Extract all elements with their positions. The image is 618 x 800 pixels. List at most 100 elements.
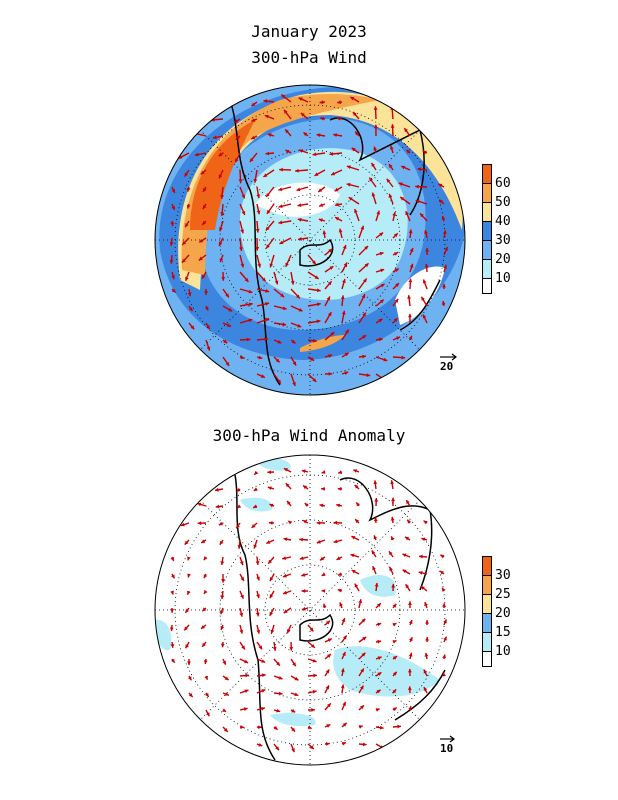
wind-vector-arrowhead [326,296,331,301]
wind-vector-arrowhead [267,133,272,137]
wind-vector-arrowhead [328,248,333,253]
wind-vector-arrowhead [335,217,340,221]
wind-vector-arrowhead [327,281,332,286]
wind-vector-arrowhead [316,319,321,324]
colorbar-tick-label: 10 [495,644,511,659]
wind-vector-arrowhead [369,177,373,182]
wind-vector-arrowhead [442,603,446,607]
wind-vector-arrowhead [267,470,271,475]
wind-vector-arrowhead [224,676,229,681]
wind-vector-arrowhead [202,187,207,192]
wind-vector-arrowhead [171,275,175,280]
wind-vector-arrowhead [441,301,446,305]
wind-vector-arrowhead [415,199,420,204]
wind-vector-arrowhead [341,618,346,623]
wind-vector-arrowhead [321,470,326,474]
wind-vector-arrowhead [388,551,393,556]
wind-vector-arrowhead [442,230,447,235]
wind-vector-arrowhead [301,469,306,474]
wind-vector-arrowhead [188,693,193,698]
wind-vector-arrowhead [278,220,283,225]
wind-vector-arrowhead [400,197,405,201]
wind-vector-arrowhead [319,203,324,207]
wind-vector-arrowhead [405,211,409,216]
wind-vector-arrowhead [290,280,295,285]
wind-vector-arrowhead [289,647,294,651]
wind-vector-arrowhead [346,182,351,187]
wind-vector-arrowhead [292,361,297,366]
wind-vector-arrowhead [397,724,401,729]
wind-vector-arrowhead [326,654,331,658]
wind-vector-arrowhead [394,298,399,303]
wind-vector-arrowhead [281,94,286,99]
wind-vector-arrowhead [393,252,398,256]
wind-vector-arrowhead [266,244,270,249]
wind-vector-arrowhead [181,258,186,263]
wind-vector-arrowhead [203,589,208,594]
wind-vector-arrowhead [373,535,378,540]
wind-vector-arrowhead [314,275,319,279]
wind-vector-arrowhead [171,189,176,193]
wind-vector-arrowhead [408,601,412,605]
wind-vector-arrowhead [220,195,225,199]
wind-vector-arrowhead [312,658,317,663]
wind-vector-arrowhead [361,652,366,657]
wind-vector-arrowhead [184,626,188,631]
wind-vector-arrowhead [204,675,208,680]
wind-vector-arrowhead [237,545,242,549]
wind-vector-arrowhead [279,240,284,245]
wind-vector-arrowhead [373,517,378,522]
wind-vector-arrowhead [170,609,174,613]
anomaly-vector-field [169,467,448,753]
wind-vector-arrowhead [362,312,366,317]
anomaly-map-title: 300-hPa Wind Anomaly [212,426,406,445]
wind-vector-arrowhead [304,503,309,507]
wind-vector-arrowhead [187,573,191,578]
wind-vector-arrowhead [268,559,272,564]
wind-vector-arrowhead [373,106,378,110]
wind-vector-arrowhead [371,550,376,555]
wind-vector-arrowhead [278,204,283,209]
wind-vector-arrowhead [236,488,241,492]
wind-vector-arrowhead [279,167,283,172]
reference-vector-arrow [440,353,457,361]
wind-vector-arrowhead [255,612,260,617]
wind-vector-arrowhead [267,486,272,490]
colorbar-tick-label: 30 [495,233,511,248]
wind-vector-arrowhead [417,167,422,172]
wind-vector-arrowhead [240,263,245,268]
colorbar-tick-label: 20 [495,252,511,267]
wind-vector-arrowhead [376,603,381,608]
colorbar-tick-label: 60 [495,176,511,191]
wind-vector-arrowhead [326,724,331,728]
wind-vector-arrowhead [311,708,315,712]
wind-vector-arrowhead [204,306,209,311]
wind-vector-arrowhead [268,520,273,525]
wind-vector-arrowhead [316,302,321,307]
wind-vector-arrowhead [336,556,341,560]
wind-vector-arrowhead [333,539,338,544]
wind-vector-arrowhead [440,570,444,575]
wind-vector-arrowhead [283,590,287,595]
wind-vector-arrowhead [282,573,287,578]
wind-vector-arrowhead [240,594,244,599]
wind-vector-arrowhead [299,149,304,153]
wind-vector-arrowhead [392,212,397,216]
wind-vector-arrowhead [278,675,283,680]
wind-vector-arrowhead [187,676,192,681]
wind-vector-arrowhead [283,468,288,472]
wind-vector-arrowhead [244,277,249,282]
wind-vector-arrowhead [312,338,317,343]
wind-vector-arrowhead [186,187,191,192]
wind-vector-arrowhead [364,245,369,250]
wind-vector-arrowhead [440,554,445,559]
wind-vector-arrowhead [402,569,407,574]
wind-vector-arrowhead [423,687,428,692]
wind-vector-arrowhead [239,629,244,634]
wind-vector-arrowhead [220,212,225,216]
wind-vector-arrowhead [240,229,245,234]
wind-vector-arrowhead [245,673,249,678]
wind-vector-arrowhead [312,260,316,265]
wind-vector-arrowhead [298,97,303,101]
wind-vector-arrowhead [171,206,175,210]
